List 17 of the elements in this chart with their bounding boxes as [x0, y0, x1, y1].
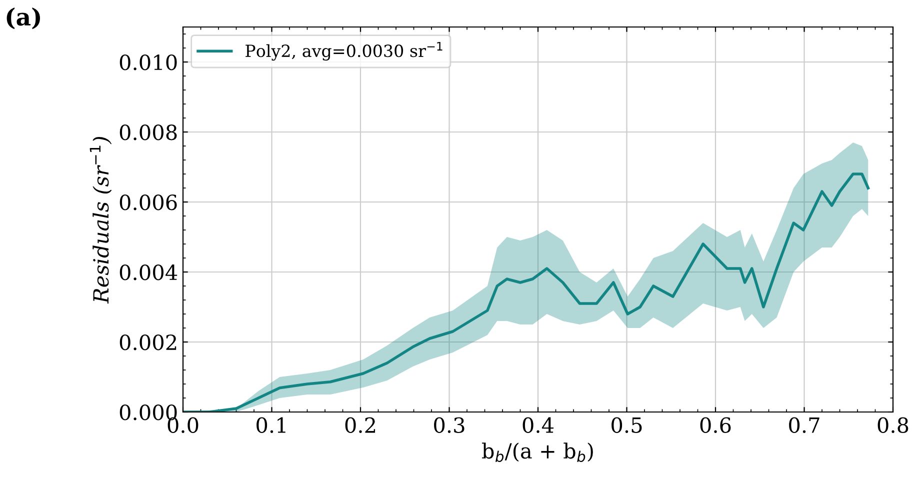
- y-axis-title: Residuals (sr$^{−1}$): [90, 136, 112, 304]
- x-axis-title: b$_{b}$/(a + b$_{b}$): [482, 442, 593, 462]
- y-tick-label: 0.006: [120, 194, 177, 210]
- x-tick-label: 0.6: [700, 417, 731, 433]
- legend-label: Poly2, avg=0.0030 sr$^{−1}$: [246, 42, 442, 61]
- y-tick-label: 0.010: [120, 54, 177, 70]
- x-tick-label: 0.7: [789, 417, 820, 433]
- y-tick-label: 0.004: [120, 264, 178, 280]
- chart-title: (a): [6, 7, 40, 30]
- x-tick-label: 0.5: [612, 417, 642, 433]
- y-tick-label: 0.002: [120, 334, 176, 350]
- y-tick-label: 0.008: [120, 124, 177, 140]
- x-tick-label: 0.1: [256, 417, 286, 433]
- x-tick-label: 0.8: [878, 417, 908, 433]
- x-tick-label: 0.3: [434, 417, 464, 433]
- x-tick-label: 0.2: [345, 417, 376, 433]
- x-tick-label: 0.4: [522, 417, 554, 433]
